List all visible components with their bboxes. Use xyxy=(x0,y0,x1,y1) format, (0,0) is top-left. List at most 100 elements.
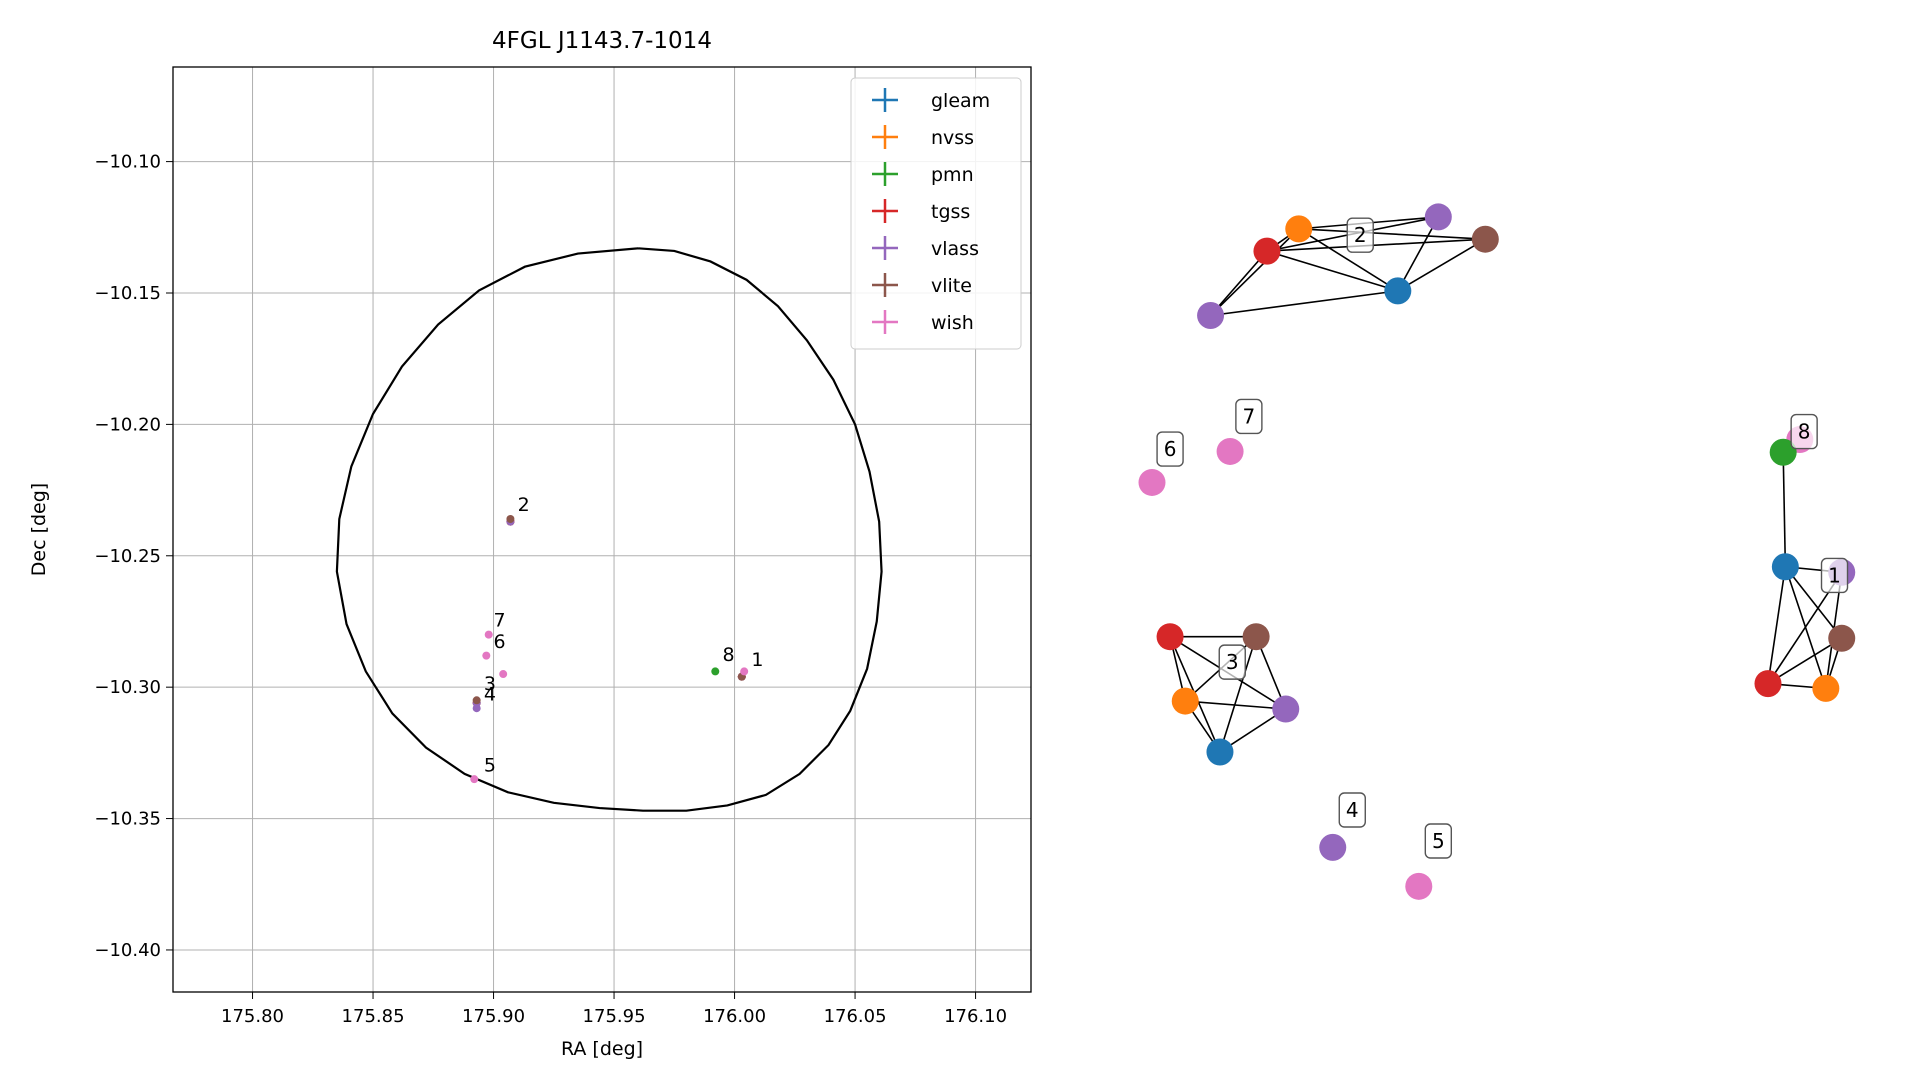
legend-label: vlass xyxy=(931,238,979,260)
point-wish xyxy=(470,775,479,784)
x-tick-label: 175.95 xyxy=(583,1006,646,1027)
graph-node-gleam xyxy=(1206,738,1234,766)
point-wish xyxy=(740,667,749,676)
graph-edge xyxy=(1219,636,1257,753)
graph-node-nvss xyxy=(1285,215,1313,243)
graph-nodes xyxy=(1138,203,1856,900)
legend-label: nvss xyxy=(931,127,974,149)
graph-edge xyxy=(1782,452,1787,567)
legend-item-nvss: nvss xyxy=(872,125,974,149)
graph-edge xyxy=(1298,228,1399,292)
point-label: 1 xyxy=(751,649,763,671)
graph-edge xyxy=(1298,228,1486,240)
graph-labels: 2 7 6 8 1 3 4 5 xyxy=(1156,217,1849,859)
y-tick-label: −10.20 xyxy=(94,414,161,435)
y-tick-label: −10.10 xyxy=(94,152,161,173)
graph-node-gleam xyxy=(1771,553,1799,581)
x-tick-label: 176.10 xyxy=(944,1006,1007,1027)
graph-node-label: 3 xyxy=(1218,644,1246,680)
legend-item-vlite: vlite xyxy=(872,273,972,297)
graph-edges xyxy=(1169,216,1843,753)
point-pmn xyxy=(711,667,720,676)
graph-node-vlass xyxy=(1197,302,1225,330)
graph-node-wish xyxy=(1405,872,1433,900)
y-tick-label: −10.30 xyxy=(94,677,161,698)
graph-node-vlass xyxy=(1272,695,1300,723)
graph-node-wish xyxy=(1216,437,1244,465)
graph-node-label: 2 xyxy=(1346,217,1374,253)
legend-item-wish: wish xyxy=(872,310,974,334)
graph-edge xyxy=(1767,637,1843,685)
graph-node-vlass xyxy=(1424,203,1452,231)
y-ticks: −10.10 −10.15 −10.20 −10.25 −10.30 −10.35 −10.… xyxy=(94,152,173,961)
legend-label: pmn xyxy=(931,164,974,186)
legend-box xyxy=(850,77,1022,350)
graph-node-tgss xyxy=(1754,670,1782,698)
point-label: 3 xyxy=(484,673,496,695)
graph-node-label: 5 xyxy=(1424,823,1453,859)
point-label: 4 xyxy=(484,683,496,705)
point-wish xyxy=(482,651,491,660)
legend-item-pmn: pmn xyxy=(872,162,974,186)
graph-node-gleam xyxy=(1384,277,1412,305)
legend-label: vlite xyxy=(931,275,972,297)
point-vlite xyxy=(506,514,515,523)
graph-edge xyxy=(1185,700,1286,710)
graph-edge xyxy=(1767,566,1787,684)
point-label: 7 xyxy=(494,610,506,632)
svg-text:8: 8 xyxy=(1798,420,1811,444)
graph-edge xyxy=(1210,290,1398,317)
point-annotations: 2 76 8 1 34 5 xyxy=(484,494,764,776)
graph-node-vlite xyxy=(1828,624,1856,652)
svg-text:7: 7 xyxy=(1243,404,1256,428)
error-ellipse-outline xyxy=(335,247,883,812)
graph-node-label: 8 xyxy=(1790,413,1818,450)
point-wish xyxy=(499,670,508,679)
y-tick-label: −10.35 xyxy=(94,809,161,830)
graph-edge xyxy=(1210,228,1300,317)
graph-node-vlite xyxy=(1242,623,1270,651)
svg-text:2: 2 xyxy=(1354,223,1367,247)
y-tick-label: −10.25 xyxy=(94,546,161,567)
data-points xyxy=(470,514,749,784)
graph-node-wish xyxy=(1138,468,1166,496)
svg-text:1: 1 xyxy=(1828,563,1841,587)
y-tick-label: −10.15 xyxy=(94,283,161,304)
point-vlite xyxy=(472,696,481,705)
graph-edge xyxy=(1209,250,1268,317)
graph-node-pmn xyxy=(1769,438,1797,466)
point-label: 8 xyxy=(723,644,735,666)
legend-item-tgss: tgss xyxy=(872,199,970,223)
graph-node-label: 4 xyxy=(1338,792,1366,828)
svg-text:3: 3 xyxy=(1226,650,1239,674)
graph-edge xyxy=(1266,238,1486,252)
graph-edge xyxy=(1266,250,1399,292)
legend-item-gleam: gleam xyxy=(872,88,990,112)
graph-node-tgss xyxy=(1156,623,1184,651)
graph-node-tgss xyxy=(1253,237,1281,265)
graph-edge xyxy=(1784,566,1843,639)
graph-node-nvss xyxy=(1171,687,1199,715)
point-label: 2 xyxy=(518,494,530,516)
x-tick-label: 175.90 xyxy=(462,1006,525,1027)
x-tick-label: 176.05 xyxy=(824,1006,887,1027)
legend: gleam nvss pmn tgss vlass vlite wish xyxy=(850,77,1022,350)
graph-node-label: 6 xyxy=(1156,431,1184,467)
point-label: 6 xyxy=(494,631,506,653)
point-vlass xyxy=(472,704,481,713)
network-graph: 2 7 6 8 1 3 4 5 xyxy=(1138,203,1856,900)
y-axis-label: Dec [deg] xyxy=(28,483,50,576)
point-wish xyxy=(484,630,493,639)
svg-text:6: 6 xyxy=(1164,437,1177,461)
legend-label: gleam xyxy=(931,90,990,112)
x-tick-label: 175.80 xyxy=(221,1006,284,1027)
graph-node-label: 7 xyxy=(1235,398,1263,435)
graph-edge xyxy=(1397,238,1486,292)
chart-title: 4FGL J1143.7-1014 xyxy=(492,28,712,54)
x-tick-label: 175.85 xyxy=(342,1006,405,1027)
graph-node-nvss xyxy=(1812,674,1840,702)
legend-item-vlass: vlass xyxy=(872,236,979,260)
x-ticks: 175.80 175.85 175.90 175.95 176.00 176.05 176.… xyxy=(221,992,1007,1027)
x-tick-label: 176.00 xyxy=(703,1006,766,1027)
